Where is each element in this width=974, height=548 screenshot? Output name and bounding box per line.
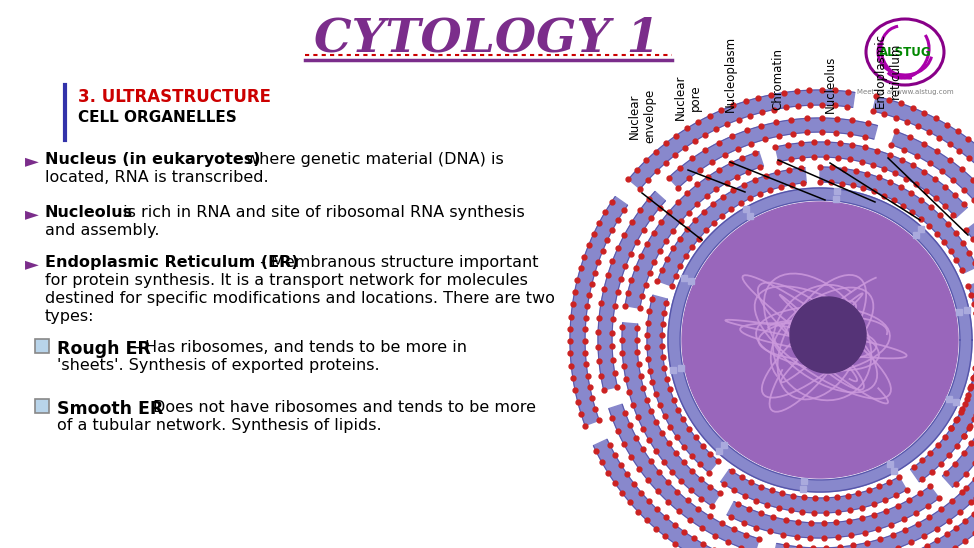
Polygon shape	[775, 142, 967, 218]
Polygon shape	[820, 167, 974, 273]
Polygon shape	[682, 202, 958, 478]
Polygon shape	[570, 197, 627, 425]
Polygon shape	[727, 486, 939, 538]
Polygon shape	[721, 470, 907, 513]
Text: Nucleoplasm: Nucleoplasm	[724, 36, 736, 112]
Polygon shape	[790, 297, 866, 373]
Text: - Membranous structure important: - Membranous structure important	[255, 255, 539, 270]
Text: Endoplasmic Reticulum (ER): Endoplasmic Reticulum (ER)	[45, 255, 299, 270]
Text: Nuclear
pore: Nuclear pore	[674, 75, 702, 120]
Polygon shape	[622, 323, 721, 506]
Polygon shape	[657, 168, 806, 286]
Polygon shape	[598, 191, 665, 390]
Text: Nuclear
envelope: Nuclear envelope	[628, 89, 656, 143]
Text: - where genetic material (DNA) is: - where genetic material (DNA) is	[230, 152, 504, 167]
Text: - Has ribosomes, and tends to be more in: - Has ribosomes, and tends to be more in	[129, 340, 467, 355]
Text: types:: types:	[45, 309, 94, 324]
Text: located, RNA is transcribed.: located, RNA is transcribed.	[45, 170, 269, 185]
Polygon shape	[966, 221, 974, 408]
Polygon shape	[668, 118, 878, 188]
Ellipse shape	[866, 19, 944, 85]
Text: Nucleus (in eukaryotes): Nucleus (in eukaryotes)	[45, 152, 260, 167]
FancyBboxPatch shape	[35, 339, 49, 353]
Polygon shape	[774, 492, 971, 548]
Polygon shape	[625, 152, 764, 308]
Text: and assembly.: and assembly.	[45, 223, 160, 238]
Text: Nucleolus: Nucleolus	[45, 205, 133, 220]
Text: of a tubular network. Synthesis of lipids.: of a tubular network. Synthesis of lipid…	[57, 418, 382, 433]
FancyBboxPatch shape	[35, 399, 49, 413]
Text: CYTOLOGY 1: CYTOLOGY 1	[315, 15, 659, 61]
Polygon shape	[943, 272, 974, 487]
Text: Chromatin: Chromatin	[771, 48, 784, 110]
Text: Smooth ER: Smooth ER	[57, 400, 164, 418]
Polygon shape	[593, 439, 779, 548]
Polygon shape	[799, 489, 974, 548]
Text: 'sheets'. Synthesis of exported proteins.: 'sheets'. Synthesis of exported proteins…	[57, 358, 380, 373]
Polygon shape	[911, 310, 974, 482]
Text: ►: ►	[25, 205, 39, 223]
Text: 3. ULTRASTRUCTURE: 3. ULTRASTRUCTURE	[78, 88, 271, 106]
Polygon shape	[959, 313, 974, 505]
Text: ►: ►	[25, 255, 39, 273]
Text: Meet us at www.alstug.com: Meet us at www.alstug.com	[857, 89, 954, 95]
Text: ALSTUG: ALSTUG	[879, 45, 931, 59]
Text: - Does not have ribosomes and tends to be more: - Does not have ribosomes and tends to b…	[137, 400, 536, 415]
Text: Endoplasmic
reticulum: Endoplasmic reticulum	[874, 33, 902, 108]
Polygon shape	[891, 132, 974, 297]
Polygon shape	[668, 188, 972, 492]
Text: CELL ORGANELLES: CELL ORGANELLES	[78, 110, 237, 124]
Text: Rough ER: Rough ER	[57, 340, 151, 358]
Polygon shape	[873, 96, 974, 260]
Text: destined for specific modifications and locations. There are two: destined for specific modifications and …	[45, 291, 555, 306]
Polygon shape	[950, 281, 974, 439]
Polygon shape	[628, 90, 855, 189]
Text: ►: ►	[25, 152, 39, 170]
Text: for protein synthesis. It is a transport network for molecules: for protein synthesis. It is a transport…	[45, 273, 528, 288]
Text: is rich in RNA and site of ribosomal RNA synthesis: is rich in RNA and site of ribosomal RNA…	[118, 205, 525, 220]
Polygon shape	[609, 404, 759, 548]
Text: Nucleolus: Nucleolus	[823, 56, 837, 113]
Polygon shape	[647, 295, 719, 472]
